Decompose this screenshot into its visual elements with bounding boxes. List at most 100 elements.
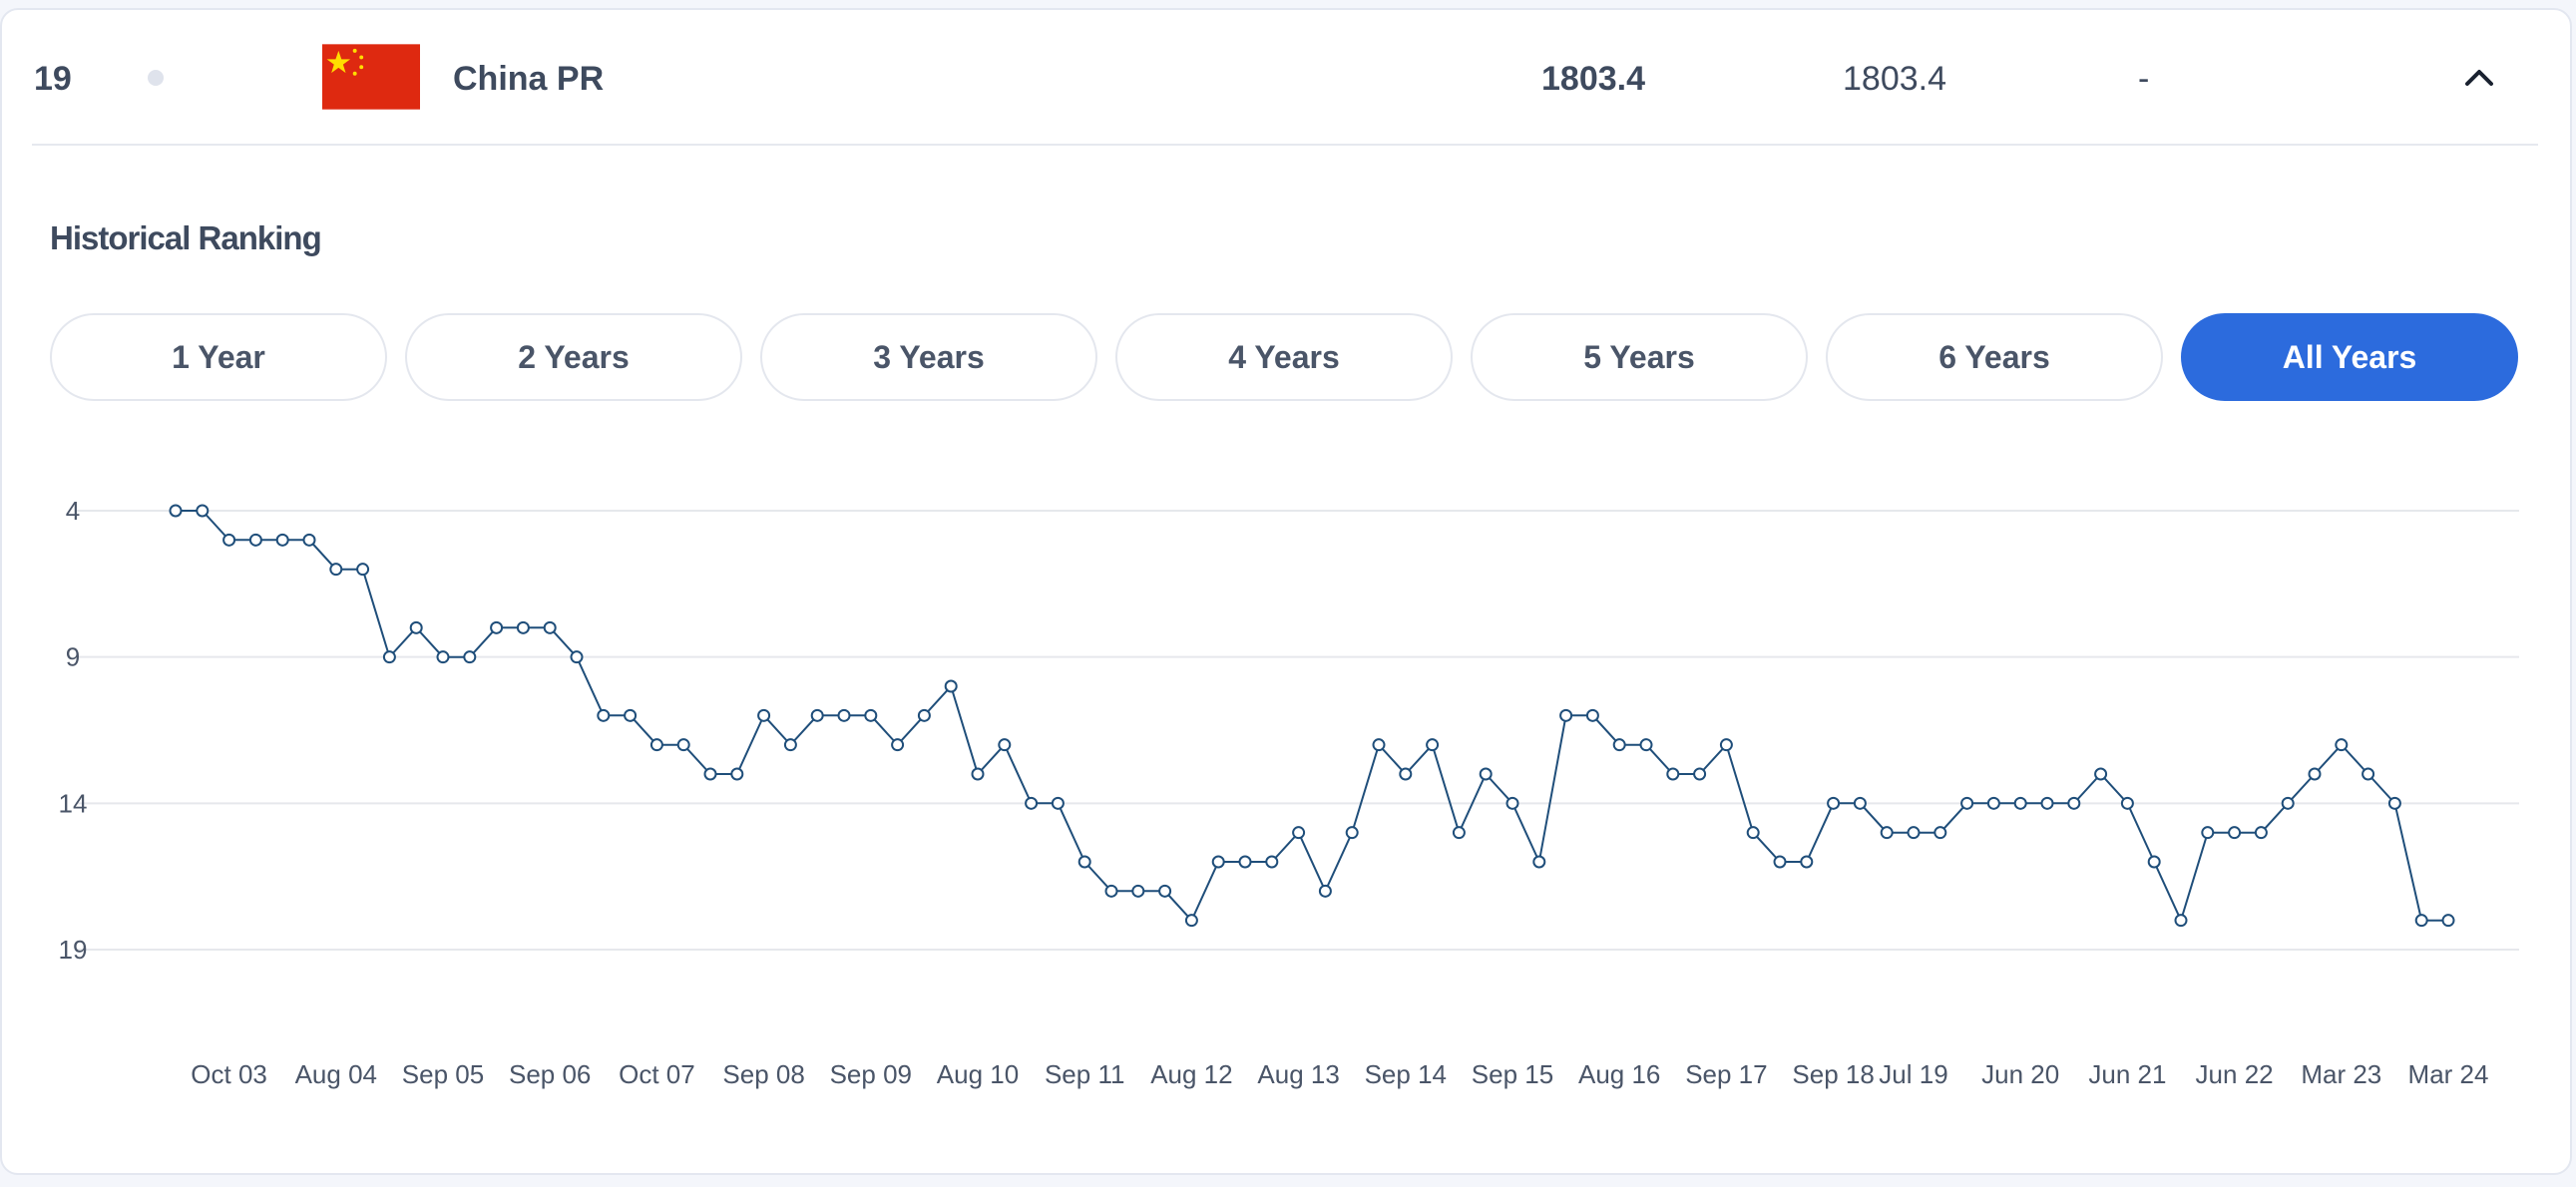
tab-2-years[interactable]: 2 Years	[405, 313, 742, 401]
data-point	[1211, 855, 1225, 869]
data-point	[1184, 914, 1198, 928]
data-point	[1800, 855, 1814, 869]
data-point	[570, 650, 584, 664]
x-tick-label: Jun 22	[2196, 1059, 2274, 1089]
x-tick-label: Sep 15	[1472, 1059, 1553, 1089]
data-point	[783, 738, 797, 752]
data-point	[1452, 826, 1466, 840]
data-point	[1693, 767, 1707, 781]
data-point	[891, 738, 905, 752]
data-point	[757, 708, 771, 722]
x-tick-label: Aug 13	[1257, 1059, 1339, 1089]
tab-3-years[interactable]: 3 Years	[760, 313, 1097, 401]
x-tick-label: Jun 21	[2088, 1059, 2166, 1089]
data-point	[597, 708, 611, 722]
data-point	[382, 650, 396, 664]
data-point	[2147, 855, 2161, 869]
data-point	[2228, 826, 2242, 840]
data-point	[1372, 738, 1386, 752]
tab-1-year[interactable]: 1 Year	[50, 313, 387, 401]
data-point	[463, 650, 477, 664]
data-point	[917, 708, 931, 722]
x-tick-label: Mar 23	[2301, 1059, 2381, 1089]
x-tick-label: Aug 12	[1150, 1059, 1232, 1089]
team-row[interactable]: 19 China PR 1803.4 1803.4 -	[32, 10, 2538, 146]
y-tick-label: 14	[59, 788, 88, 818]
data-point	[703, 767, 717, 781]
data-point	[1318, 884, 1332, 898]
data-point	[516, 620, 530, 634]
data-point	[649, 738, 663, 752]
data-point	[2094, 767, 2108, 781]
data-point	[275, 533, 289, 547]
data-point	[1559, 708, 1573, 722]
x-tick-label: Sep 18	[1792, 1059, 1874, 1089]
data-point	[1292, 826, 1306, 840]
data-point	[2120, 796, 2134, 810]
data-point	[1104, 884, 1118, 898]
x-tick-label: Sep 09	[830, 1059, 912, 1089]
data-point	[1479, 767, 1493, 781]
historical-ranking-title: Historical Ranking	[50, 219, 322, 256]
data-point	[329, 563, 343, 577]
data-point	[1505, 796, 1519, 810]
x-tick-label: Aug 04	[295, 1059, 377, 1089]
data-point	[1131, 884, 1145, 898]
x-tick-label: Sep 14	[1365, 1059, 1447, 1089]
data-point	[971, 767, 985, 781]
team-name: China PR	[453, 60, 605, 98]
y-tick-label: 4	[66, 496, 80, 526]
tab-5-years[interactable]: 5 Years	[1471, 313, 1808, 401]
data-point	[944, 679, 958, 693]
data-point	[1933, 826, 1947, 840]
previous-points: 1803.4	[1843, 60, 1946, 98]
data-point	[2308, 767, 2322, 781]
x-tick-label: Mar 24	[2408, 1059, 2489, 1089]
tab-4-years[interactable]: 4 Years	[1115, 313, 1453, 401]
data-point	[302, 533, 316, 547]
series-line	[176, 510, 2448, 924]
data-point	[248, 533, 262, 547]
data-point	[1532, 855, 1546, 869]
data-point	[543, 620, 557, 634]
data-point	[1025, 796, 1039, 810]
total-points: 1803.4	[1541, 60, 1645, 98]
data-point	[1158, 884, 1172, 898]
x-tick-label: Jul 19	[1879, 1059, 1947, 1089]
x-tick-label: Oct 07	[619, 1059, 695, 1089]
data-point	[1426, 738, 1440, 752]
data-point	[1746, 826, 1760, 840]
x-tick-label: Aug 10	[937, 1059, 1019, 1089]
data-point	[1907, 826, 1921, 840]
points-change: -	[2138, 60, 2150, 98]
data-point	[1719, 738, 1733, 752]
data-point	[624, 708, 638, 722]
data-point	[2013, 796, 2027, 810]
data-point	[1399, 767, 1413, 781]
team-card: 19 China PR 1803.4 1803.4 - Historical R…	[0, 8, 2572, 1175]
data-point	[490, 620, 504, 634]
data-point	[810, 708, 824, 722]
data-point	[1077, 855, 1091, 869]
data-point	[1265, 855, 1279, 869]
data-point	[1612, 738, 1626, 752]
data-point	[2387, 796, 2401, 810]
y-tick-label: 9	[66, 642, 80, 672]
chevron-up-icon[interactable]	[2462, 62, 2496, 92]
data-point	[2361, 767, 2375, 781]
tab-all-years[interactable]: All Years	[2181, 313, 2518, 401]
data-point	[409, 620, 423, 634]
data-point	[1827, 796, 1841, 810]
x-tick-label: Sep 08	[722, 1059, 804, 1089]
status-dot	[148, 70, 164, 86]
data-point	[1345, 826, 1359, 840]
data-point	[2335, 738, 2349, 752]
data-point	[676, 738, 690, 752]
data-point	[2441, 914, 2455, 928]
data-point	[356, 563, 370, 577]
y-tick-label: 19	[59, 935, 88, 965]
data-point	[1666, 767, 1680, 781]
data-point	[1773, 855, 1787, 869]
tab-6-years[interactable]: 6 Years	[1826, 313, 2163, 401]
